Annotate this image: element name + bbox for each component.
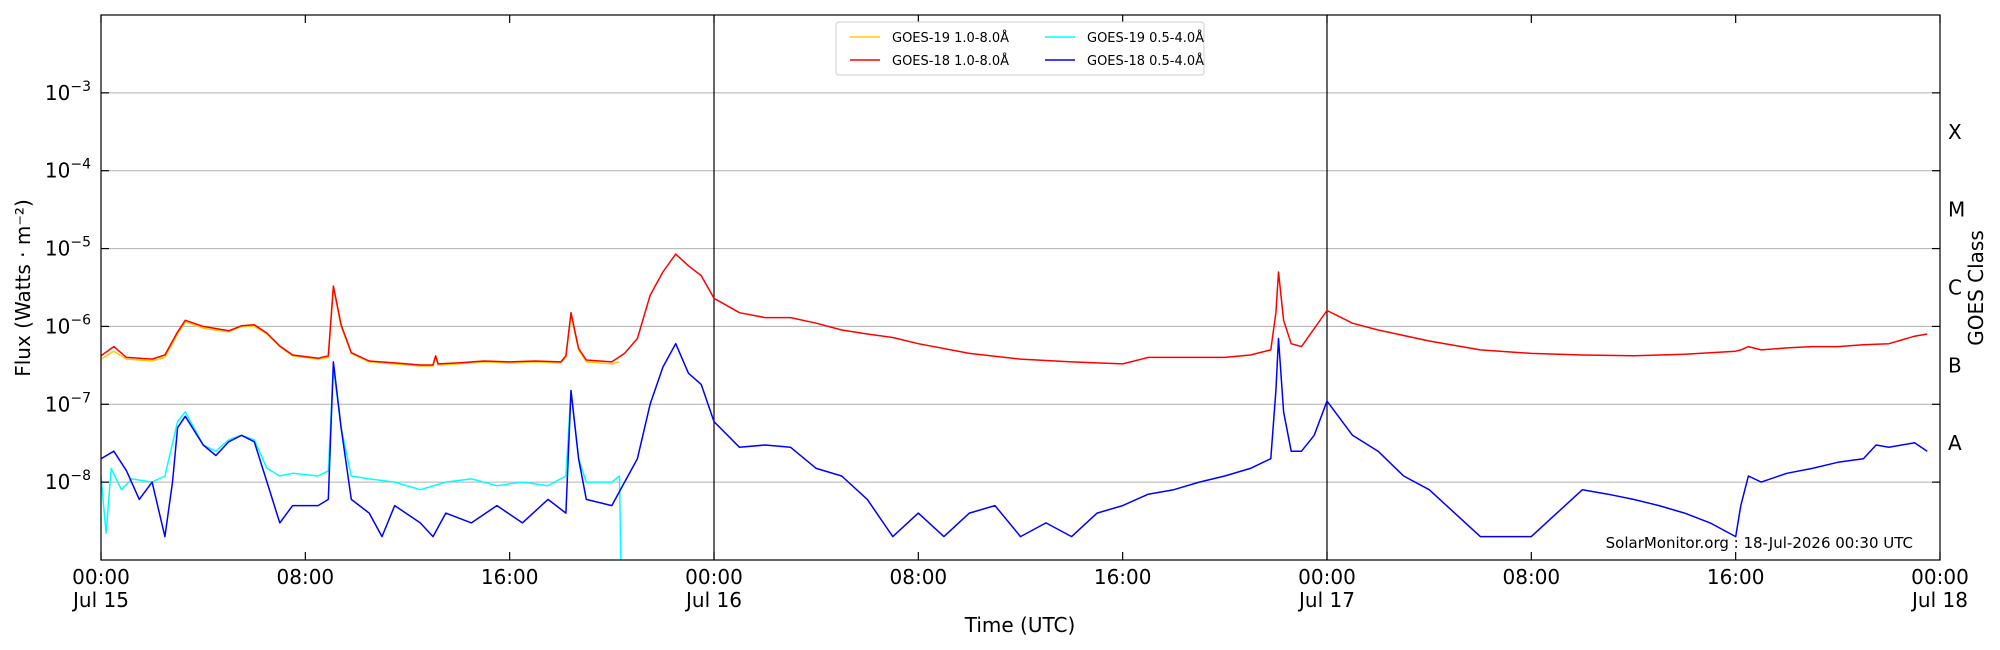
x-tick-label: 16:00 xyxy=(1707,565,1765,589)
y-tick-label: 10−7 xyxy=(45,390,91,416)
legend: GOES-19 1.0-8.0Å GOES-18 1.0-8.0Å GOES-19 … xyxy=(835,21,1205,76)
series-line xyxy=(101,366,622,560)
goes-class-label: X xyxy=(1948,120,1962,144)
x-tick-label: 08:00 xyxy=(277,565,335,589)
x-axis-label: Time (UTC) xyxy=(964,613,1076,637)
goes-class-label: B xyxy=(1948,353,1962,377)
right-axis-label: GOES Class xyxy=(1964,230,1988,346)
x-tick-label: 00:00 xyxy=(72,565,130,589)
y-tick-label: 10−3 xyxy=(45,79,91,105)
y-axis-label: Flux (Watts · m⁻²) xyxy=(11,199,35,377)
x-tick-label: 00:00 xyxy=(685,565,743,589)
y-tick-label: 10−5 xyxy=(45,235,91,261)
day-boundary-lines xyxy=(713,15,1328,560)
legend-label: GOES-19 1.0-8.0Å xyxy=(892,30,1009,46)
y-tick-label: 10−6 xyxy=(45,312,91,338)
x-tick-label: 08:00 xyxy=(1503,565,1561,589)
x-tick-label: 16:00 xyxy=(481,565,539,589)
x-tick-label: 00:00 xyxy=(1298,565,1356,589)
y-tick-label: 10−4 xyxy=(45,157,91,183)
gridlines xyxy=(101,92,1940,483)
attribution-annotation: SolarMonitor.org : 18-Jul-2026 00:30 UTC xyxy=(1606,534,1913,552)
x-tick-date-label: Jul 18 xyxy=(1910,588,1968,612)
x-tick-date-label: Jul 17 xyxy=(1297,588,1355,612)
x-tick-date-label: Jul 16 xyxy=(684,588,742,612)
series-line xyxy=(101,337,1928,538)
x-tick-date-label: Jul 15 xyxy=(71,588,129,612)
goes-class-label: M xyxy=(1948,198,1965,222)
x-tick-label: 08:00 xyxy=(890,565,948,589)
legend-box xyxy=(835,21,1205,76)
y-tick-label: 10−8 xyxy=(45,468,91,494)
series-line xyxy=(101,253,1928,366)
legend-label: GOES-18 1.0-8.0Å xyxy=(892,53,1009,69)
x-tick-label: 16:00 xyxy=(1094,565,1152,589)
plot-frame xyxy=(100,14,1941,561)
legend-label: GOES-18 0.5-4.0Å xyxy=(1087,53,1204,69)
x-tick-label: 00:00 xyxy=(1911,565,1969,589)
legend-label: GOES-19 0.5-4.0Å xyxy=(1087,30,1204,46)
goes-class-label: C xyxy=(1948,276,1962,300)
series-lines xyxy=(101,253,1928,560)
axis-ticks xyxy=(100,15,1941,560)
goes-class-label: A xyxy=(1948,431,1962,455)
